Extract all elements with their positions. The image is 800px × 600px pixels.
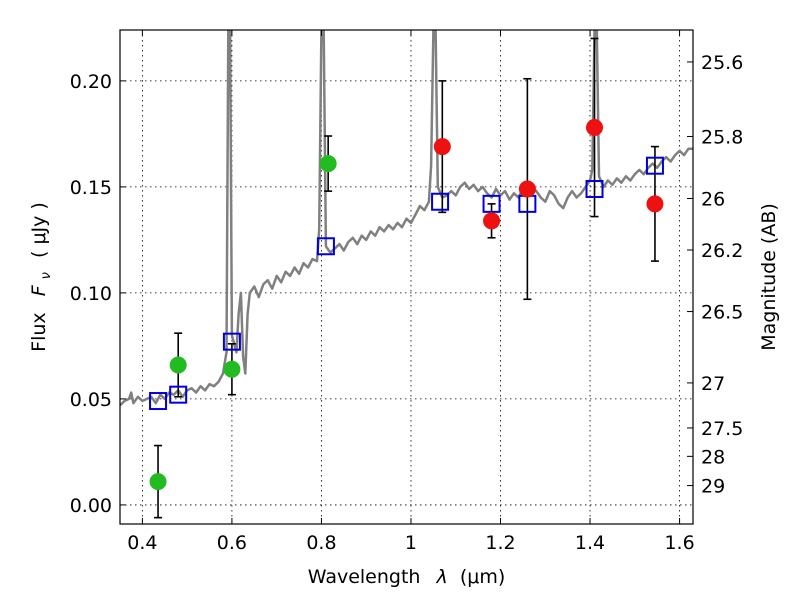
y-axis-label-symbol: F [28, 284, 50, 296]
model-photometry-square [431, 192, 450, 211]
model-photometry-square [222, 332, 241, 351]
y-tick-label: 0.20 [70, 71, 112, 93]
model-photometry-square [482, 194, 501, 213]
x-axis-label-symbol: λ [436, 566, 448, 588]
x-tick-label: 0.6 [217, 532, 247, 554]
x-axis-label-name: Wavelength [308, 566, 421, 588]
y2-tick-label: 29 [701, 476, 725, 498]
y-axis-label-subscript: ν [39, 272, 54, 279]
y-tick-label: 0.00 [70, 495, 112, 517]
axes-frame [119, 29, 694, 525]
x-axis-label: Wavelength λ (μm) [308, 566, 505, 588]
x-tick-label: 1.4 [575, 532, 605, 554]
y-tick-label: 0.05 [70, 389, 112, 411]
y-axis-label: Flux F ν ( μJy ) [28, 202, 55, 352]
model-photometry-square [585, 180, 604, 199]
y2-tick-label: 26.5 [701, 302, 743, 324]
x-tick-label: 0.4 [127, 532, 157, 554]
photometry-point [483, 212, 501, 230]
y-axis-label-name: Flux [28, 312, 50, 352]
y2-tick-label: 25.8 [701, 126, 743, 148]
photometry-point [518, 180, 536, 198]
photometry-point [433, 138, 451, 156]
y2-tick-label: 27.5 [701, 418, 743, 440]
photometry-point [646, 195, 664, 213]
secondary-y-axis-label: Magnitude (AB) [758, 203, 780, 351]
x-tick-label: 1.6 [664, 532, 694, 554]
photometry-point [169, 356, 187, 374]
x-tick-label: 1 [405, 532, 417, 554]
y2-tick-label: 26 [701, 188, 725, 210]
y-tick-label: 0.10 [70, 283, 112, 305]
y2-tick-label: 26.2 [701, 240, 743, 262]
photometry-point [586, 119, 604, 137]
photometry-point [223, 360, 241, 378]
model-photometry-square [169, 385, 188, 404]
y-axis-label-unit: ( μJy ) [28, 202, 50, 258]
x-axis-label-unit: (μm) [460, 566, 505, 588]
y2-tick-label: 27 [701, 373, 725, 395]
ticks: 0.4 0.6 0.8 1 1.2 1.4 1.6 0.00 0.05 0.10 0.15 0.20 2… [70, 30, 743, 554]
grid [120, 30, 693, 524]
y2-tick-label: 25.6 [701, 52, 743, 74]
photometry-point [149, 473, 167, 491]
model-photometry-square [149, 392, 168, 411]
model-photometry-square [316, 237, 335, 256]
model-photometry-square [645, 156, 664, 175]
x-tick-label: 0.8 [306, 532, 336, 554]
photometry-point [319, 155, 337, 173]
x-tick-label: 1.2 [485, 532, 515, 554]
y-tick-label: 0.15 [70, 177, 112, 199]
plot-content [120, 30, 693, 519]
y2-tick-label: 28 [701, 446, 725, 468]
plot-area [120, 30, 693, 519]
